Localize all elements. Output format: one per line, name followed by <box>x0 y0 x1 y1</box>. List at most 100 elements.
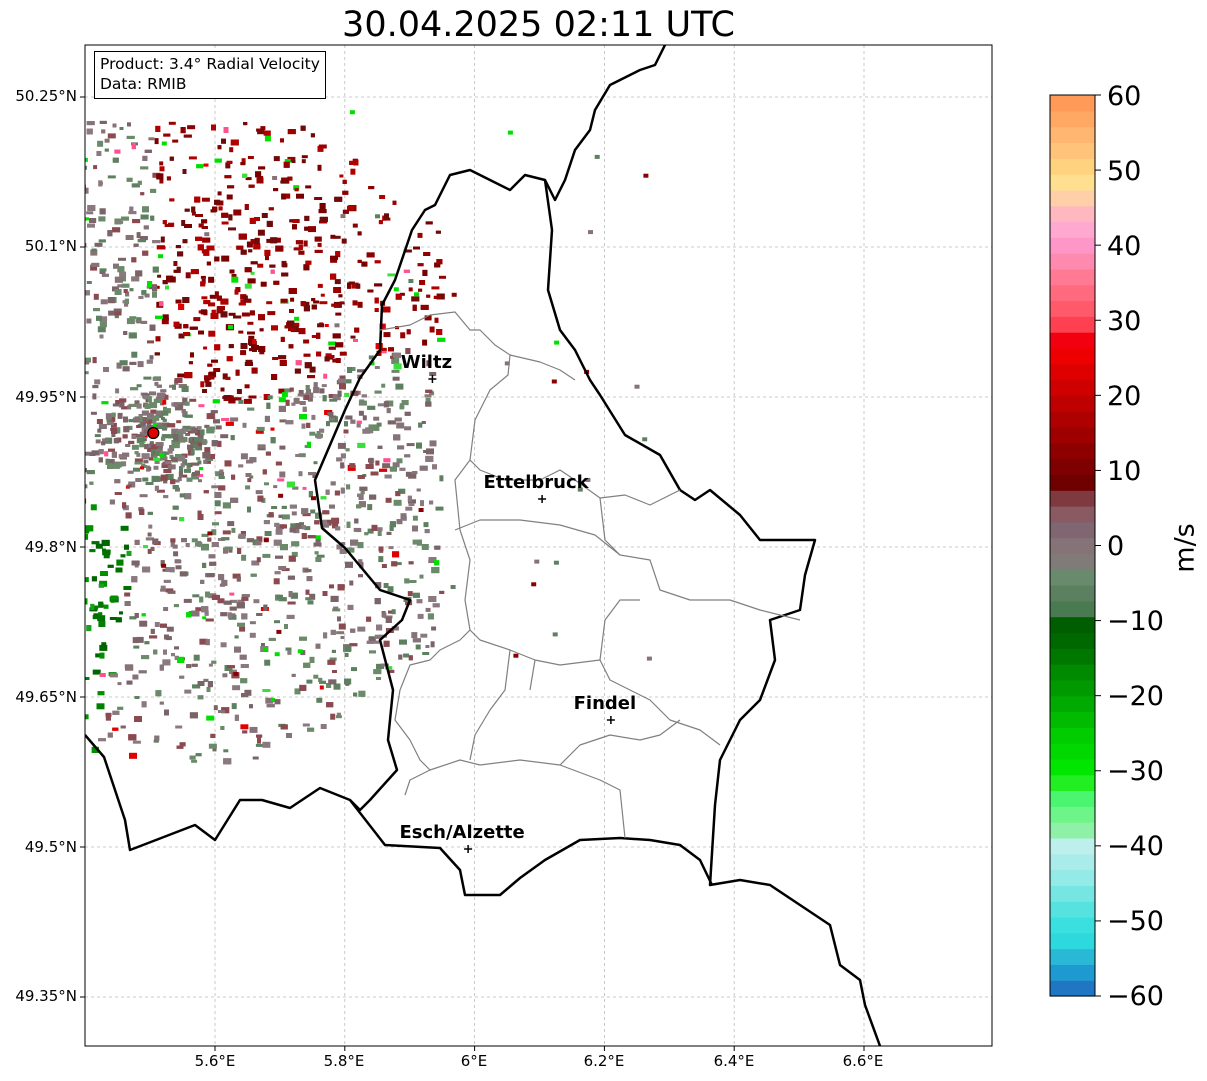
echo-pixel <box>280 724 288 730</box>
echo-pixel <box>160 474 168 481</box>
echo-pixel <box>191 759 198 763</box>
colorbar-unit-label: m/s <box>1169 523 1201 573</box>
echo-pixel <box>245 473 252 477</box>
echo-pixel <box>275 555 283 559</box>
echo-pixel <box>180 463 185 468</box>
echo-pixel <box>141 453 150 460</box>
echo-pixel <box>304 569 312 573</box>
echo-pixel <box>299 636 307 641</box>
echo-pixel <box>294 368 301 374</box>
echo-pixel <box>435 230 441 234</box>
echo-pixel <box>114 289 122 295</box>
echo-pixel <box>147 421 152 425</box>
echo-pixel <box>131 257 137 263</box>
echo-pixel <box>171 456 179 461</box>
echo-pixel <box>317 145 324 152</box>
echo-pixel <box>333 287 342 293</box>
echo-pixel <box>345 645 352 652</box>
echo-pixel <box>351 667 357 672</box>
echo-pixel <box>354 327 360 333</box>
echo-pixel <box>249 217 256 224</box>
echo-pixel <box>386 531 392 535</box>
echo-pixel <box>162 314 169 321</box>
echo-pixel <box>289 387 294 392</box>
echo-pixel <box>144 417 149 423</box>
admin-border <box>379 311 511 531</box>
echo-pixel <box>148 137 155 141</box>
echo-pixel <box>137 361 144 368</box>
echo-pixel <box>144 444 149 450</box>
echo-pixel <box>310 509 316 514</box>
echo-pixel <box>124 298 129 304</box>
echo-pixel <box>345 561 353 568</box>
echo-pixel <box>98 601 104 608</box>
echo-pixel <box>423 450 431 453</box>
echo-pixel <box>177 251 184 257</box>
echo-pixel <box>143 395 149 400</box>
echo-pixel <box>132 674 139 680</box>
echo-pixel <box>316 554 325 558</box>
echo-pixel <box>634 384 640 389</box>
echo-pixel <box>128 419 134 423</box>
echo-pixel <box>357 231 362 236</box>
echo-pixel <box>377 531 382 536</box>
echo-pixel <box>140 422 146 427</box>
echo-pixel <box>191 610 200 617</box>
echo-pixel <box>85 714 89 720</box>
echo-pixel <box>137 180 142 185</box>
echo-pixel <box>264 135 271 142</box>
echo-pixel <box>300 301 306 307</box>
echo-pixel <box>339 351 347 356</box>
echo-pixel <box>428 559 436 564</box>
y-tick-label: 49.8°N <box>24 538 77 556</box>
echo-pixel <box>335 342 344 348</box>
echo-pixel <box>301 533 307 539</box>
echo-pixel <box>347 282 352 289</box>
echo-pixel <box>214 256 220 262</box>
echo-pixel <box>240 299 245 304</box>
echo-pixel <box>160 585 166 590</box>
echo-pixel <box>99 269 106 274</box>
echo-pixel <box>342 209 349 214</box>
echo-pixel <box>298 471 303 477</box>
echo-pixel <box>114 479 121 484</box>
echo-pixel <box>156 411 161 416</box>
echo-pixel <box>304 226 310 231</box>
echo-pixel <box>245 359 253 363</box>
echo-pixel <box>347 205 354 210</box>
echo-pixel <box>139 508 145 515</box>
echo-pixel <box>212 399 220 404</box>
echo-pixel <box>107 297 115 304</box>
echo-pixel <box>119 360 128 366</box>
echo-pixel <box>333 683 341 690</box>
admin-border <box>454 519 801 621</box>
echo-pixel <box>241 554 247 561</box>
echo-pixel <box>218 476 225 479</box>
echo-pixel <box>367 528 374 534</box>
x-tick-label: 6°E <box>460 1052 488 1070</box>
echo-pixel <box>408 503 415 506</box>
echo-pixel <box>349 463 356 469</box>
echo-pixel <box>404 454 411 458</box>
echo-pixel <box>109 499 115 505</box>
echo-pixel <box>313 674 319 679</box>
echo-pixel <box>251 367 258 374</box>
product-label: Product: 3.4° Radial Velocity <box>100 55 320 73</box>
echo-pixel <box>340 636 345 639</box>
country-border <box>349 799 714 897</box>
echo-pixel <box>435 506 444 511</box>
echo-pixel <box>163 406 167 412</box>
echo-pixel <box>172 139 179 143</box>
echo-pixel <box>159 453 165 458</box>
echo-pixel <box>319 428 325 433</box>
echo-pixel <box>216 295 222 301</box>
echo-pixel <box>552 632 558 637</box>
echo-pixel <box>91 541 100 545</box>
echo-pixel <box>308 472 317 476</box>
echo-pixel <box>150 188 157 193</box>
echo-pixel <box>420 633 428 638</box>
echo-pixel <box>184 468 191 473</box>
echo-pixel <box>195 445 203 451</box>
echo-pixel <box>99 316 108 322</box>
echo-pixel <box>155 424 164 429</box>
